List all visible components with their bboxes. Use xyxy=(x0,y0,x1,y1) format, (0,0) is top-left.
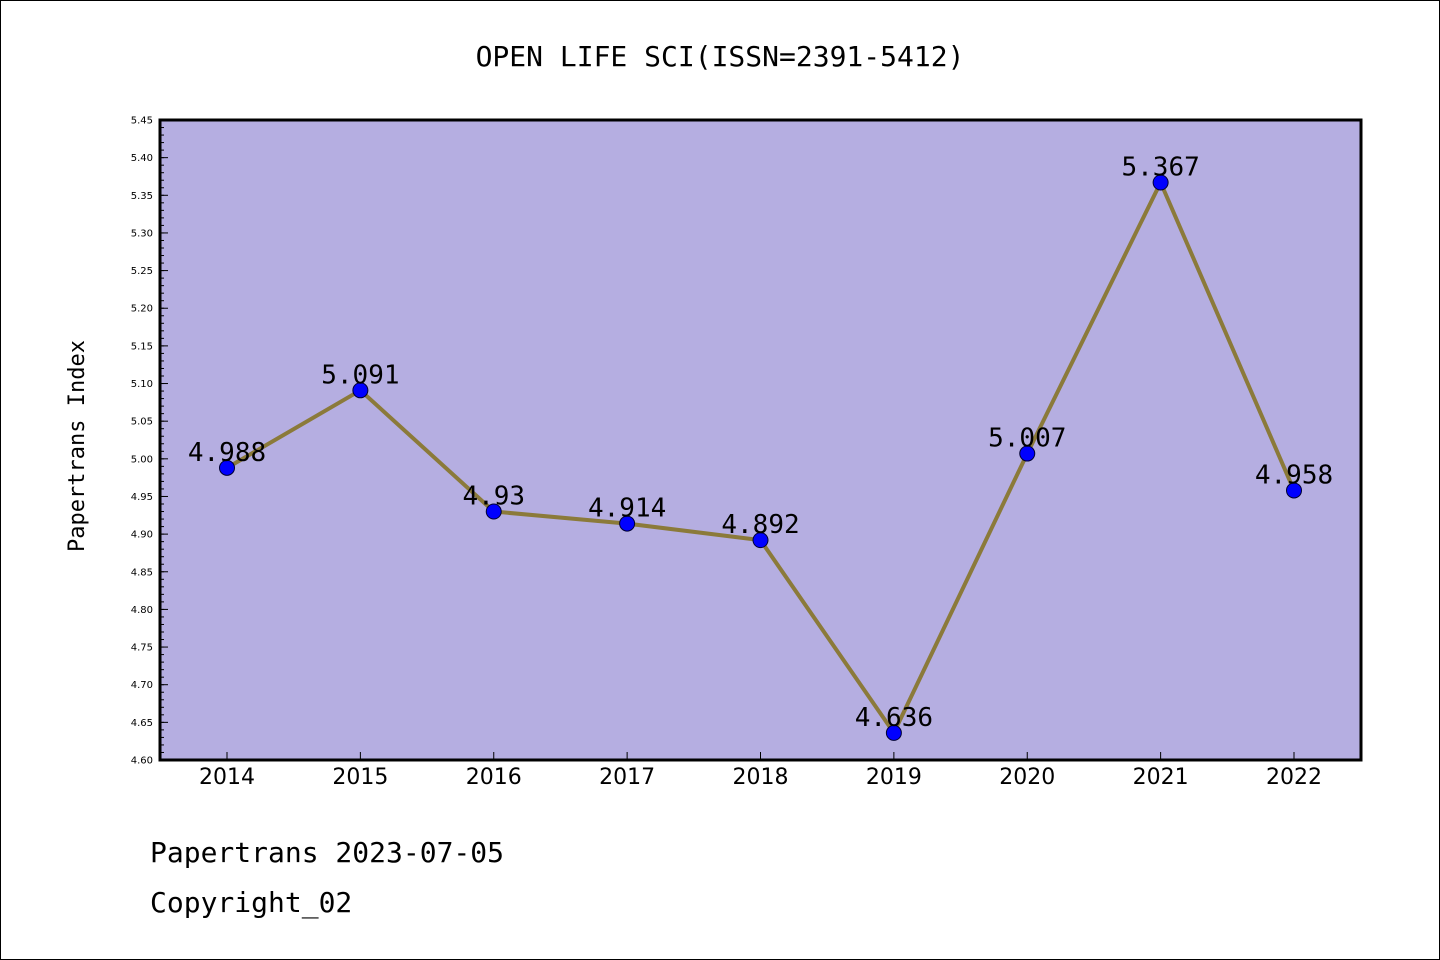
data-label: 4.93 xyxy=(462,482,525,512)
data-label: 4.988 xyxy=(188,438,266,468)
x-tick-label: 2020 xyxy=(999,765,1055,790)
y-tick-label: 4.90 xyxy=(131,530,153,541)
plot-border xyxy=(158,118,1363,762)
y-tick-label: 5.05 xyxy=(131,417,153,428)
y-tick-label: 5.40 xyxy=(131,153,153,164)
y-tick-label: 5.35 xyxy=(131,191,153,202)
data-markers xyxy=(219,174,1302,741)
x-tick-label: 2014 xyxy=(199,765,255,790)
data-label: 5.007 xyxy=(988,424,1066,454)
y-axis-ticks: 4.60 4.65 4.70 4.75 4.80 4.85 4.90 4.95 5.00 5.05… xyxy=(131,116,168,767)
y-tick-label: 5.00 xyxy=(131,454,153,465)
x-tick-label: 2017 xyxy=(599,765,655,790)
y-axis-label: Papertrans Index xyxy=(65,340,90,552)
data-point xyxy=(352,382,369,399)
x-tick-label: 2019 xyxy=(866,765,922,790)
data-labels: 4.988 5.091 4.93 4.914 4.892 4.636 5.007 5.367 4… xyxy=(188,152,1333,732)
y-tick-label: 5.10 xyxy=(131,379,153,390)
data-label: 4.636 xyxy=(855,703,933,733)
data-label: 5.091 xyxy=(321,360,399,390)
y-tick-label: 4.75 xyxy=(131,643,153,654)
y-tick-label: 5.45 xyxy=(131,116,153,127)
data-point xyxy=(1152,174,1169,191)
data-point xyxy=(1019,445,1036,462)
footer-date: Papertrans 2023-07-05 xyxy=(150,836,505,869)
y-tick-label: 5.30 xyxy=(131,228,153,239)
data-point xyxy=(485,503,502,520)
footer-copyright: Copyright_02 xyxy=(150,886,353,919)
data-label: 4.914 xyxy=(588,494,666,524)
x-tick-label: 2021 xyxy=(1133,765,1189,790)
plot-area xyxy=(160,120,1361,760)
x-axis-ticks: 2014 2015 2016 2017 2018 2019 2020 2021 2022 xyxy=(199,752,1322,790)
data-point xyxy=(885,724,902,741)
y-tick-label: 4.95 xyxy=(131,492,153,503)
data-label: 4.892 xyxy=(721,510,799,540)
data-label: 4.958 xyxy=(1255,460,1333,490)
chart-title: OPEN LIFE SCI(ISSN=2391-5412) xyxy=(476,40,965,73)
data-point xyxy=(219,459,235,476)
x-tick-label: 2018 xyxy=(733,765,789,790)
x-tick-label: 2015 xyxy=(332,765,388,790)
data-point xyxy=(619,515,636,532)
x-tick-label: 2022 xyxy=(1266,765,1322,790)
y-tick-label: 4.85 xyxy=(131,567,153,578)
y-tick-label: 5.20 xyxy=(131,304,153,315)
y-tick-label: 4.65 xyxy=(131,718,153,729)
x-tick-label: 2016 xyxy=(466,765,522,790)
data-point xyxy=(752,532,769,549)
data-point xyxy=(1286,482,1302,499)
y-tick-label: 4.70 xyxy=(131,680,153,691)
y-tick-label: 4.60 xyxy=(131,756,153,767)
y-tick-label: 5.15 xyxy=(131,341,153,352)
y-tick-label: 5.25 xyxy=(131,266,153,277)
y-tick-label: 4.80 xyxy=(131,605,153,616)
data-label: 5.367 xyxy=(1121,152,1199,182)
